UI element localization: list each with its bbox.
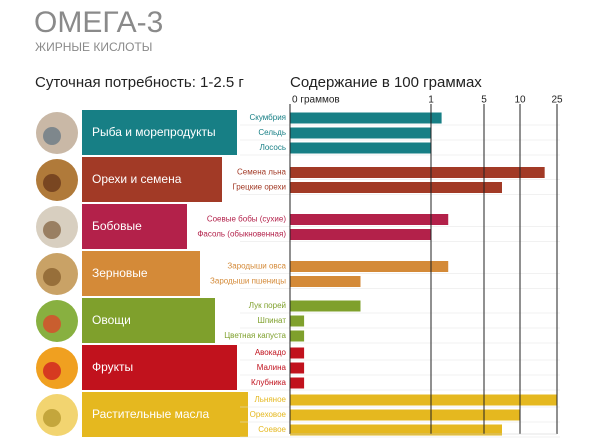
item-label: Авокадо [255, 348, 287, 357]
item-label: Шпинат [258, 316, 287, 325]
bar [290, 362, 305, 374]
bar [290, 142, 431, 154]
group-box [82, 204, 187, 249]
bar [290, 377, 305, 389]
x-tick-label: 5 [481, 95, 487, 106]
group-box [82, 298, 215, 343]
group-box [82, 251, 200, 296]
group-name: Орехи и семена [92, 172, 182, 186]
food-photo-detail [43, 174, 61, 192]
group-box [82, 110, 237, 155]
bar [290, 182, 502, 193]
group-name: Зерновые [92, 266, 148, 280]
food-photo-detail [43, 409, 61, 427]
bar [290, 424, 502, 436]
food-photo-detail [43, 315, 61, 333]
bar [290, 214, 449, 225]
group-name: Растительные масла [92, 407, 210, 421]
bar [290, 127, 431, 139]
axis-title: Содержание в 100 граммах [290, 74, 482, 91]
item-label: Соевое [258, 425, 286, 434]
group-box [82, 345, 237, 390]
bar [290, 276, 361, 287]
x-tick-label: 0 граммов [292, 95, 340, 106]
group-box [82, 157, 222, 202]
group-name: Рыба и морепродукты [92, 125, 216, 139]
item-label: Грецкие орехи [232, 183, 286, 192]
food-photo-detail [43, 268, 61, 286]
item-label: Зародыши пшеницы [210, 277, 286, 286]
bar [290, 409, 520, 421]
item-label: Лосось [260, 143, 286, 152]
chart-title: ОМЕГА-3 [34, 6, 163, 39]
item-label: Семена льна [237, 168, 287, 177]
food-photo-detail [43, 362, 61, 380]
bar [290, 112, 442, 124]
bar [290, 261, 449, 272]
bar [290, 300, 361, 312]
bar [290, 315, 305, 327]
bar [290, 229, 431, 240]
item-label: Соевые бобы (сухие) [207, 215, 287, 224]
item-label: Зародыши овса [227, 262, 286, 271]
item-label: Ореховое [250, 410, 287, 419]
x-tick-label: 25 [551, 95, 563, 106]
chart-subtitle: ЖИРНЫЕ КИСЛОТЫ [35, 40, 152, 54]
food-photo-detail [43, 221, 61, 239]
x-tick-label: 1 [428, 95, 434, 106]
food-photo-detail [43, 127, 61, 145]
item-label: Клубника [251, 378, 287, 387]
group-name: Фрукты [92, 360, 133, 374]
x-tick-label: 10 [514, 95, 526, 106]
item-label: Малина [257, 363, 287, 372]
bar [290, 330, 305, 342]
bar [290, 394, 557, 406]
bar [290, 167, 545, 178]
item-label: Сельдь [258, 128, 286, 137]
bar [290, 347, 305, 359]
item-label: Фасоль (обыкновенная) [197, 230, 286, 239]
group-name: Овощи [92, 313, 131, 327]
item-label: Лук порей [249, 301, 286, 310]
group-box [82, 392, 248, 437]
item-label: Скумбрия [249, 113, 286, 122]
item-label: Льняное [255, 395, 287, 404]
group-name: Бобовые [92, 219, 142, 233]
item-label: Цветная капуста [224, 331, 286, 340]
daily-need: Суточная потребность: 1-2.5 г [35, 74, 244, 91]
